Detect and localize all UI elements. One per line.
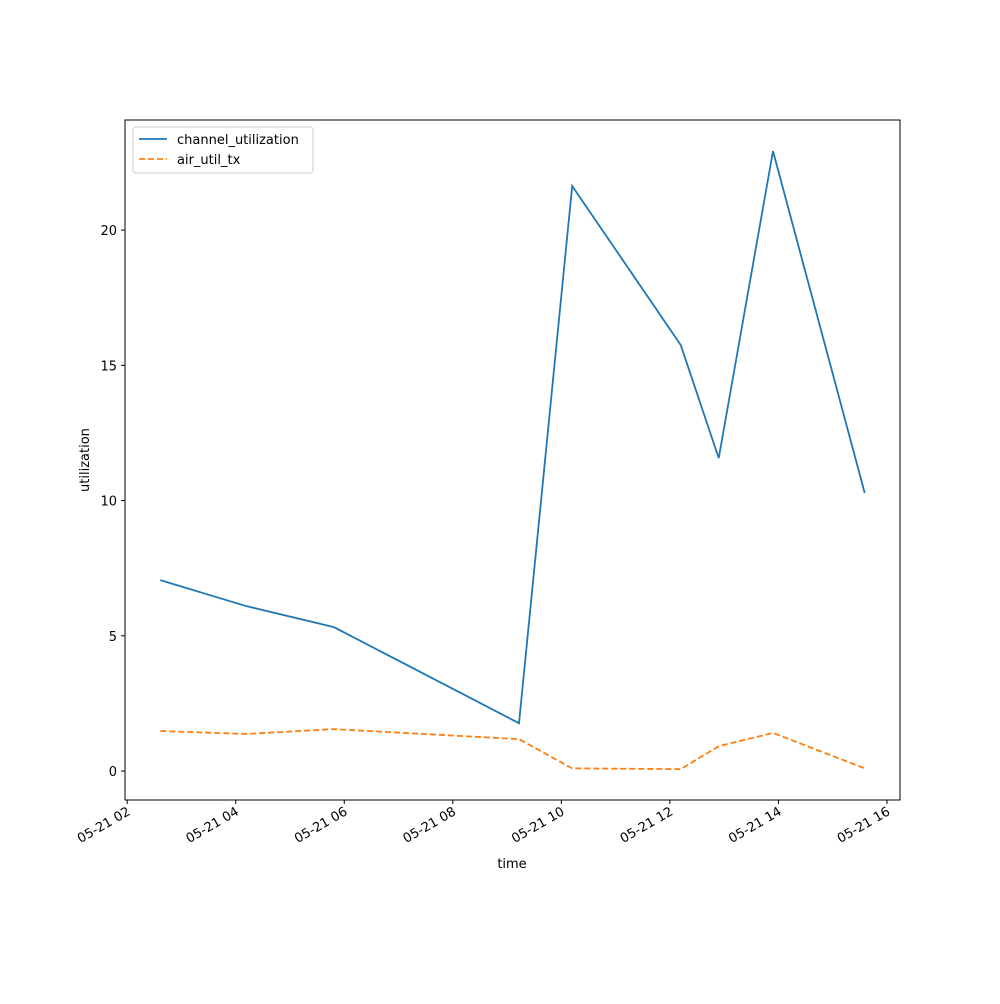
y-tick-label: 5 [109,630,117,645]
legend-label: air_util_tx [177,153,241,168]
data-line [160,728,866,771]
y-tick-label: 10 [100,495,117,510]
x-axis-label: time [497,857,526,872]
y-tick-label: 15 [100,359,117,374]
legend-box [132,126,314,174]
y-tick-label: 0 [109,765,117,780]
plot-frame [124,119,901,801]
y-tick-label: 20 [100,224,117,239]
y-axis-label: utilization [78,428,93,492]
data-line [160,150,866,725]
legend-label: channel_utilization [177,133,299,148]
